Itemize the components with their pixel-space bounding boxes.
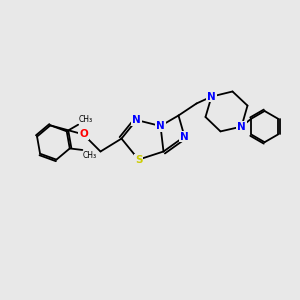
Text: N: N bbox=[156, 121, 165, 131]
Text: N: N bbox=[180, 131, 189, 142]
Text: CH₃: CH₃ bbox=[79, 115, 93, 124]
Text: CH₃: CH₃ bbox=[83, 151, 97, 160]
Text: N: N bbox=[237, 122, 246, 132]
Text: N: N bbox=[132, 115, 141, 125]
Text: S: S bbox=[135, 154, 142, 165]
Text: O: O bbox=[79, 129, 88, 140]
Text: N: N bbox=[207, 92, 216, 102]
